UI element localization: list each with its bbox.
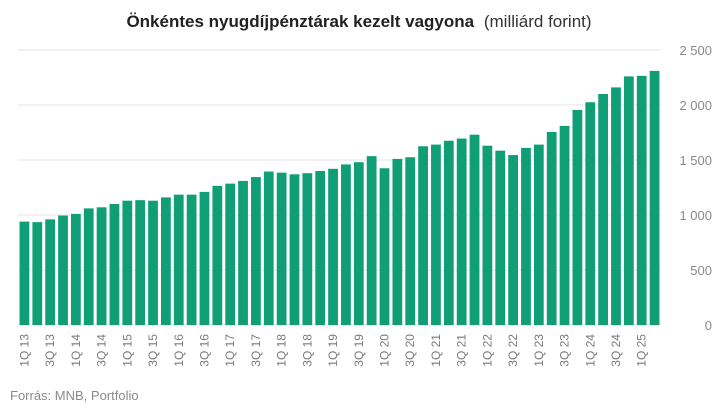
bar-2q-25 xyxy=(649,70,660,326)
bar-3q-13 xyxy=(45,219,56,325)
y-tick-label: 0 xyxy=(705,318,712,333)
y-axis-tick-labels: 0 500 1 000 1 500 2 000 2 500 xyxy=(679,43,712,333)
x-tick-label: 3Q 16 xyxy=(197,334,211,367)
bar-1q-21 xyxy=(431,144,441,325)
bar-4q-22 xyxy=(521,147,531,325)
bar-2q-16 xyxy=(186,194,197,325)
bar-3q-21 xyxy=(456,138,467,325)
x-tick-label: 1Q 23 xyxy=(532,334,546,367)
bar-3q-19 xyxy=(353,162,364,325)
x-tick-label: 1Q 14 xyxy=(69,334,83,367)
x-tick-label: 3Q 17 xyxy=(249,334,263,367)
x-tick-label: 3Q 15 xyxy=(146,334,160,367)
bar-1q-23 xyxy=(533,144,544,325)
x-tick-label: 1Q 24 xyxy=(583,334,597,367)
bar-4q-23 xyxy=(572,109,583,325)
chart-title: Önkéntes nyugdíjpénztárak kezelt vagyona… xyxy=(126,12,591,31)
bar-2q-14 xyxy=(83,208,94,325)
bar-3q-17 xyxy=(251,177,261,325)
bar-2q-19 xyxy=(341,164,351,325)
bar-3q-22 xyxy=(508,155,518,325)
bar-3q-23 xyxy=(559,125,570,326)
x-tick-label: 3Q 14 xyxy=(95,334,109,367)
y-tick-label: 1 500 xyxy=(679,153,712,168)
bars xyxy=(19,70,660,326)
bar-4q-17 xyxy=(263,171,274,325)
bar-2q-15 xyxy=(135,200,146,325)
bar-2q-13 xyxy=(32,222,43,325)
x-tick-label: 1Q 22 xyxy=(480,334,494,367)
bar-1q-20 xyxy=(379,168,390,325)
bar-1q-14 xyxy=(70,213,81,325)
x-tick-label: 1Q 17 xyxy=(223,334,237,367)
bar-1q-16 xyxy=(173,194,184,325)
x-tick-label: 3Q 13 xyxy=(43,334,57,367)
bar-1q-15 xyxy=(122,200,133,325)
bar-3q-20 xyxy=(405,157,416,325)
source-note: Forrás: MNB, Portfolio xyxy=(10,388,139,403)
x-tick-label: 3Q 24 xyxy=(609,334,623,367)
x-tick-label: 1Q 13 xyxy=(17,334,31,367)
bar-2q-22 xyxy=(495,150,506,325)
bar-4q-20 xyxy=(418,146,428,325)
bar-1q-13 xyxy=(19,221,30,325)
bar-3q-24 xyxy=(611,87,621,326)
x-tick-label: 3Q 19 xyxy=(352,334,366,367)
bar-2q-17 xyxy=(238,180,248,325)
x-tick-label: 1Q 21 xyxy=(429,334,443,367)
x-tick-label: 3Q 21 xyxy=(455,334,469,367)
x-tick-label: 3Q 22 xyxy=(506,334,520,367)
chart-title-unit: (milliárd forint) xyxy=(484,12,592,31)
y-tick-label: 1 000 xyxy=(679,208,712,223)
bar-2q-23 xyxy=(546,131,557,325)
bar-4q-19 xyxy=(366,156,377,325)
bar-2q-21 xyxy=(443,140,454,325)
x-tick-label: 1Q 25 xyxy=(635,334,649,367)
bar-4q-15 xyxy=(161,197,171,325)
bar-2q-18 xyxy=(289,174,300,325)
x-tick-label: 3Q 23 xyxy=(558,334,572,367)
x-tick-label: 3Q 20 xyxy=(403,334,417,367)
y-tick-label: 2 000 xyxy=(679,98,712,113)
x-tick-label: 1Q 20 xyxy=(378,334,392,367)
x-axis-tick-labels: 1Q 13 3Q 13 1Q 14 3Q 14 1Q 15 3Q 15 1Q 16 3Q 16… xyxy=(17,334,648,367)
bar-1q-17 xyxy=(225,183,236,325)
x-tick-label: 3Q 18 xyxy=(300,334,314,367)
bar-2q-20 xyxy=(392,158,403,325)
bar-1q-24 xyxy=(585,102,596,325)
bar-4q-24 xyxy=(623,76,634,326)
y-tick-label: 500 xyxy=(690,263,712,278)
x-tick-label: 1Q 18 xyxy=(275,334,289,367)
bar-3q-14 xyxy=(96,207,107,325)
bar-1q-25 xyxy=(636,75,647,325)
bar-3q-18 xyxy=(302,173,313,325)
x-tick-label: 1Q 15 xyxy=(120,334,134,367)
bar-3q-16 xyxy=(199,191,210,325)
y-tick-label: 2 500 xyxy=(679,43,712,58)
bar-4q-14 xyxy=(109,204,120,325)
chart-title-main: Önkéntes nyugdíjpénztárak kezelt vagyona xyxy=(126,12,474,31)
bar-3q-15 xyxy=(148,200,158,325)
bar-1q-19 xyxy=(328,168,338,325)
bar-2q-24 xyxy=(598,94,609,325)
bar-4q-13 xyxy=(58,215,68,325)
bar-4q-16 xyxy=(212,185,223,325)
bar-4q-21 xyxy=(469,134,480,325)
x-tick-label: 1Q 16 xyxy=(172,334,186,367)
bar-1q-18 xyxy=(276,172,287,325)
bar-1q-22 xyxy=(482,145,493,325)
bar-4q-18 xyxy=(315,171,326,325)
x-tick-label: 1Q 19 xyxy=(326,334,340,367)
